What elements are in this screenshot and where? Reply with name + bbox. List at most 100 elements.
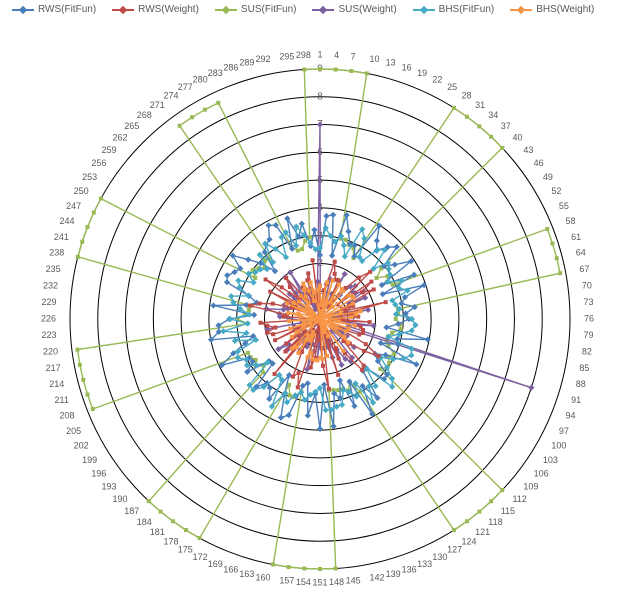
series-marker xyxy=(184,528,188,532)
category-label: 118 xyxy=(488,517,502,527)
legend-item: RWS(FitFun) xyxy=(12,4,96,15)
series-marker xyxy=(345,228,351,234)
series-marker xyxy=(326,334,330,338)
category-label: 70 xyxy=(582,280,592,290)
category-label: 37 xyxy=(501,121,511,131)
series-marker xyxy=(555,256,559,260)
series-marker xyxy=(325,300,329,304)
category-label: 67 xyxy=(579,264,589,274)
category-label: 64 xyxy=(576,248,586,258)
category-label: 244 xyxy=(60,216,75,226)
category-label: 187 xyxy=(124,506,139,516)
series-marker xyxy=(319,321,323,325)
series-marker xyxy=(330,279,334,283)
series-marker xyxy=(305,310,309,314)
series-marker xyxy=(528,385,534,391)
series-marker xyxy=(398,300,404,306)
category-label: 229 xyxy=(41,297,56,307)
series-marker xyxy=(380,291,386,297)
series-marker xyxy=(286,311,290,315)
series-marker xyxy=(368,320,372,324)
category-label: 106 xyxy=(534,469,549,479)
series-marker xyxy=(81,378,85,382)
series-marker xyxy=(413,361,419,367)
category-label: 262 xyxy=(113,133,128,143)
series-marker xyxy=(285,301,289,305)
series-marker xyxy=(305,305,309,309)
series-marker xyxy=(362,363,366,367)
category-label: 220 xyxy=(43,346,58,356)
category-label: 217 xyxy=(46,363,61,373)
series-marker xyxy=(261,370,265,374)
series-marker xyxy=(333,318,337,322)
category-label: 181 xyxy=(150,527,165,537)
category-label: 40 xyxy=(512,133,522,143)
series-marker xyxy=(372,287,376,291)
series-marker xyxy=(245,320,251,326)
series-marker xyxy=(258,321,262,325)
category-label: 298 xyxy=(296,50,311,60)
category-label: 10 xyxy=(369,54,379,64)
series-marker xyxy=(203,108,207,112)
series-marker xyxy=(296,249,300,253)
legend-swatch xyxy=(413,9,435,11)
series-marker xyxy=(339,402,345,408)
series-marker xyxy=(271,332,275,336)
series-marker xyxy=(244,369,250,375)
series-marker xyxy=(301,325,305,329)
series-marker xyxy=(325,354,329,358)
series-marker xyxy=(319,303,323,307)
series-marker xyxy=(78,363,82,367)
series-marker xyxy=(320,309,324,313)
series-marker xyxy=(350,315,354,319)
series-marker xyxy=(321,382,327,388)
category-label: 295 xyxy=(279,51,294,61)
series-marker xyxy=(80,240,84,244)
category-label: 286 xyxy=(223,62,238,72)
series-marker xyxy=(558,271,562,275)
series-marker xyxy=(299,221,305,227)
category-label: 223 xyxy=(41,330,56,340)
series-marker xyxy=(394,317,398,321)
legend-item: SUS(Weight) xyxy=(312,4,396,15)
series-marker xyxy=(387,361,391,365)
series-marker xyxy=(317,426,323,432)
series-marker xyxy=(321,364,325,368)
series-marker xyxy=(178,124,182,128)
series-marker xyxy=(288,393,292,397)
series-marker xyxy=(500,146,504,150)
radar-chart: 0123456789147101316192225283134374043464… xyxy=(0,19,640,595)
category-label: 247 xyxy=(66,201,81,211)
series-marker xyxy=(390,331,394,335)
series-marker xyxy=(147,499,151,503)
series-marker xyxy=(273,372,277,376)
category-label: 172 xyxy=(193,552,208,562)
legend-item: BHS(Weight) xyxy=(510,4,594,15)
series-marker xyxy=(258,301,262,305)
series-marker xyxy=(301,282,305,286)
legend-label: BHS(Weight) xyxy=(536,4,594,15)
series-marker xyxy=(287,565,291,569)
series-marker xyxy=(329,252,335,258)
category-label: 151 xyxy=(312,577,327,587)
legend-item: BHS(FitFun) xyxy=(413,4,495,15)
series-marker xyxy=(302,288,306,292)
series-marker xyxy=(489,135,493,139)
category-label: 280 xyxy=(193,75,208,85)
category-label: 226 xyxy=(41,313,56,323)
series-marker xyxy=(392,262,398,268)
series-marker xyxy=(334,67,338,71)
series-marker xyxy=(341,349,345,353)
series-marker xyxy=(290,335,294,339)
series-marker xyxy=(309,351,313,355)
series-marker xyxy=(323,407,329,413)
series-marker xyxy=(330,423,336,429)
category-label: 190 xyxy=(113,494,128,504)
series-marker xyxy=(159,510,163,514)
series-marker xyxy=(312,299,316,303)
category-label: 199 xyxy=(82,455,97,465)
series-marker xyxy=(300,247,304,251)
series-marker xyxy=(280,285,284,289)
series-marker xyxy=(296,311,300,315)
series-marker xyxy=(365,71,369,75)
